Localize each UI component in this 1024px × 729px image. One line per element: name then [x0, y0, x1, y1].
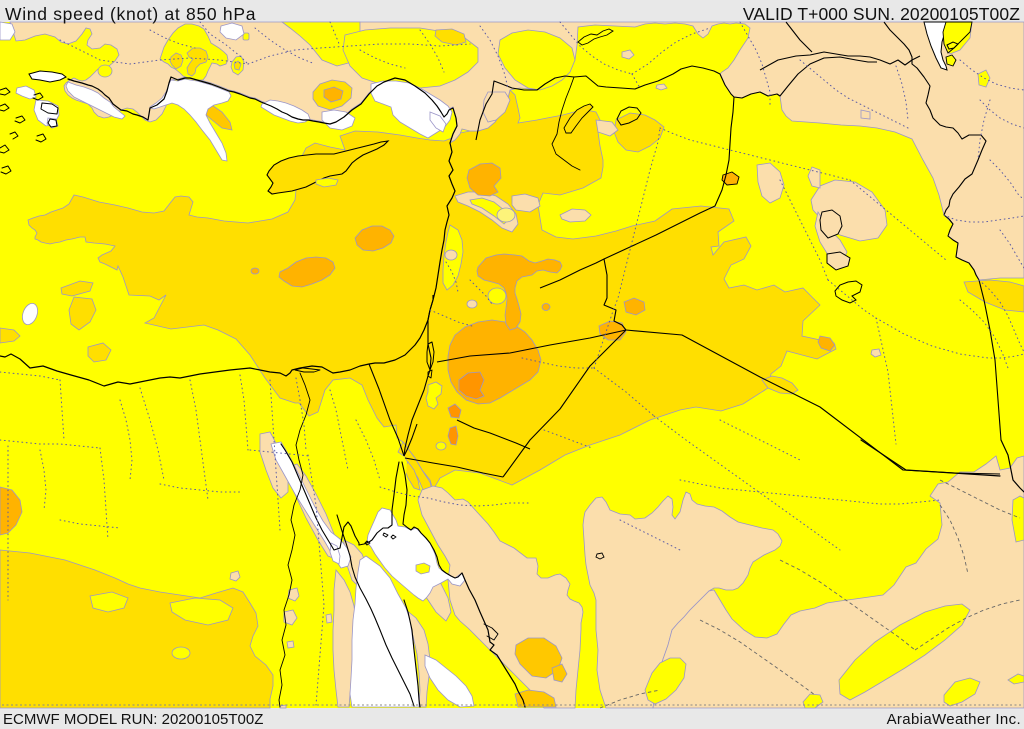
svg-text:ECMWF MODEL RUN: 20200105T00Z: ECMWF MODEL RUN: 20200105T00Z — [3, 711, 263, 728]
svg-text:Wind speed (knot) at 850 hPa: Wind speed (knot) at 850 hPa — [5, 4, 256, 24]
svg-text:VALID T+000 SUN. 20200105T00Z: VALID T+000 SUN. 20200105T00Z — [743, 4, 1020, 24]
svg-text:ArabiaWeather Inc.: ArabiaWeather Inc. — [887, 711, 1021, 728]
